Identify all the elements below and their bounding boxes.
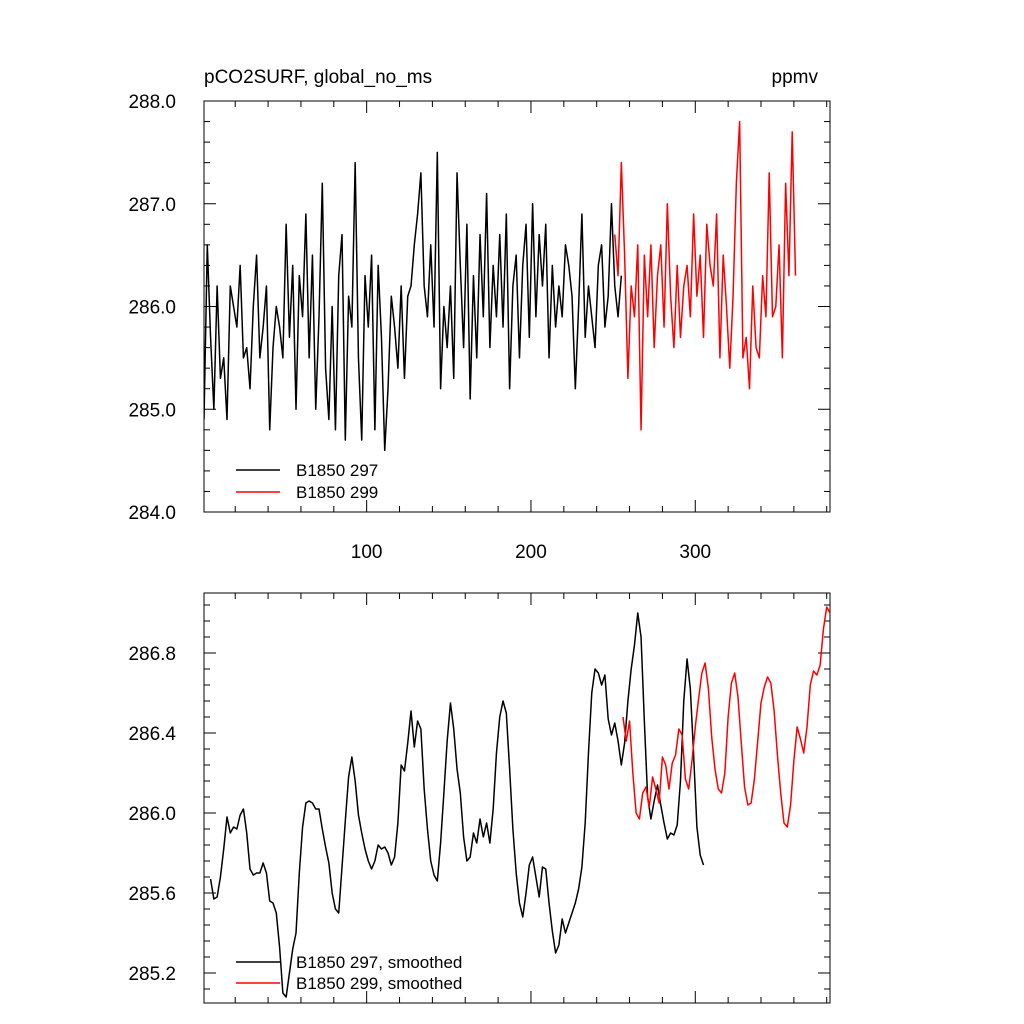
x-tick-label: 200 [515, 542, 547, 563]
y-tick-label: 286.0 [128, 804, 176, 825]
y-tick-label: 285.0 [128, 400, 176, 421]
legend-label: B1850 299, smoothed [296, 974, 462, 993]
series-group [204, 120, 797, 452]
x-tick-label: 100 [351, 542, 383, 563]
legend-label: B1850 297 [296, 461, 378, 480]
series-group [209, 606, 830, 998]
top-panel: 100 200 300 284.0 285.0 286.0 287.0 288.0 B1850 … [128, 92, 831, 563]
series-line-b1850-297-smoothed [209, 612, 705, 998]
y-tick-label: 288.0 [128, 92, 176, 113]
y-tick-label: 287.0 [128, 195, 176, 216]
y-tick-label: 285.6 [128, 884, 176, 905]
x-tick-label: 300 [679, 542, 711, 563]
chart-title: pCO2SURF, global_no_ms [204, 67, 432, 88]
y-tick-label: 285.2 [128, 964, 176, 985]
series-line-b1850-297 [204, 151, 623, 452]
y-tick-label: 286.0 [128, 298, 176, 319]
y-tick-label: 284.0 [128, 503, 176, 524]
chart-units: ppmv [772, 67, 819, 88]
y-tick-label: 286.4 [128, 724, 176, 745]
bottom-panel: 285.2 285.6 286.0 286.4 286.8 B1850 297, smoo… [128, 592, 831, 1004]
legend-label: B1850 299 [296, 483, 378, 502]
y-tick-label: 286.8 [128, 644, 176, 665]
plot-frame [203, 592, 831, 1004]
series-line-b1850-299 [614, 120, 797, 431]
legend-label: B1850 297, smoothed [296, 953, 462, 972]
series-line-b1850-299-smoothed [622, 606, 830, 828]
